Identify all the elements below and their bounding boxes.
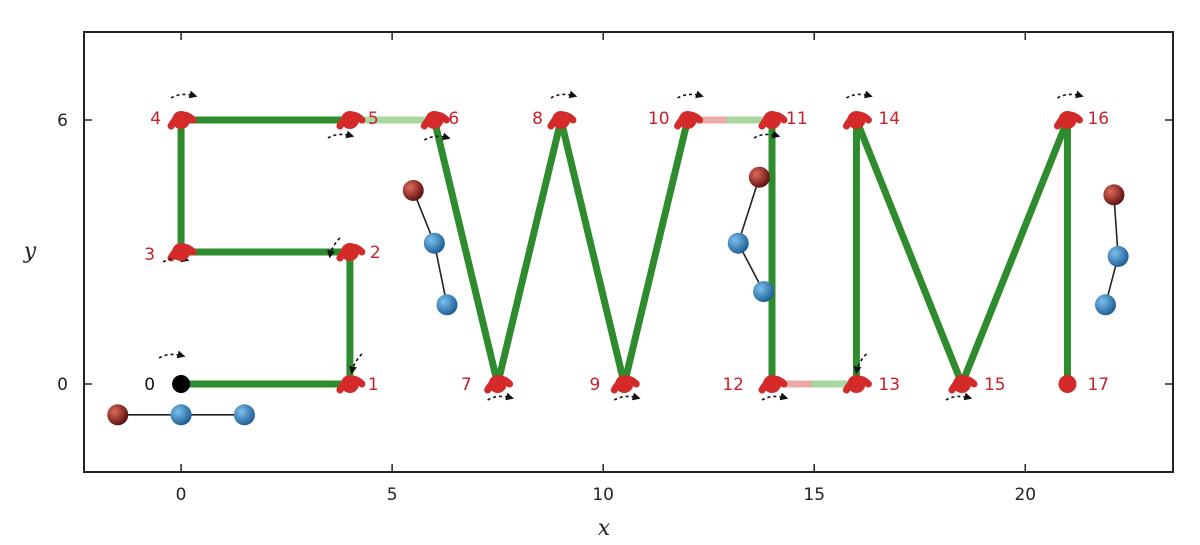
waypoints [172,111,1077,393]
waypoint [172,111,191,129]
y-tick-label: 0 [57,375,68,395]
waypoint-label: 1 [368,375,379,395]
trajectory-segment [620,116,692,388]
y-axis-title: y [23,239,37,264]
waypoint-label: 15 [984,375,1006,395]
plot-frame [83,31,1174,473]
waypoint [172,243,191,261]
waypoint-label: 4 [150,109,161,129]
x-tick-label: 0 [176,485,187,505]
waypoint-label: 9 [589,375,600,395]
waypoint [678,111,697,129]
x-tick-label: 5 [387,485,398,505]
swimmer-bead-red [107,404,129,426]
waypoint [551,111,570,129]
waypoint-label: 2 [370,243,381,263]
swimmer-icons [107,166,1129,426]
waypoint [763,111,782,129]
waypoint [1058,111,1077,129]
swimmer-bead-blue [170,404,192,426]
trajectory-segment [557,116,628,388]
trajectory-segment [430,116,502,388]
swimmer-bead-blue [753,281,775,303]
swimmer-icon [727,166,775,303]
waypoint-label: 5 [368,109,379,129]
waypoint-label: 14 [878,109,900,129]
rotation-arrow [1057,90,1084,99]
rotation-arrow [158,350,186,359]
waypoint [340,243,359,261]
trajectory-segment [852,116,966,388]
waypoint [847,375,866,393]
rotation-arrow [853,353,867,375]
waypoint [425,111,444,129]
waypoint-label: 13 [878,375,900,395]
rotation-arrow [327,237,341,259]
swimmer-bead-blue [233,404,255,426]
swimmer-link [737,176,761,244]
start-point [172,375,191,393]
waypoint [952,375,971,393]
trajectory-segment [494,116,565,388]
waypoint [340,111,359,129]
rotation-arrow [349,353,363,375]
swimmer-bead-blue [727,232,749,254]
swimmer-bead-blue [1094,294,1116,316]
rotation-arrow [846,90,873,99]
rotation-arrow [761,392,789,401]
swimmer-icon [107,404,255,426]
x-tick-label: 15 [803,485,825,505]
rotation-arrow [945,392,973,401]
swimmer-bead-blue [436,294,458,316]
waypoint [1058,375,1077,393]
trajectory-segments [177,116,1071,388]
y-tick-label: 6 [57,111,68,131]
waypoint [615,375,634,393]
rotation-arrow [613,392,641,401]
waypoint-label: 6 [448,109,459,129]
waypoint-label: 8 [532,109,543,129]
x-tick-label: 10 [592,485,614,505]
trajectory-segment [958,116,1071,388]
swimmer-bead-blue [423,232,445,254]
waypoint-label: 16 [1087,109,1109,129]
waypoint-label: 10 [648,109,670,129]
x-axis-title: x [598,516,611,541]
rotation-arrow [550,90,578,99]
swimmer-icon [402,179,458,316]
waypoint-label: 3 [144,245,155,265]
swimmer-icon [1094,184,1129,316]
swimmer-bead-red [1103,184,1125,206]
waypoint-label: 17 [1087,375,1109,395]
rotation-arrow [170,90,198,99]
waypoint [763,375,782,393]
rotation-arrow [423,132,451,141]
rotation-arrow [677,90,704,99]
rotation-arrow [753,130,781,139]
waypoint-label: 11 [786,109,808,129]
swimmer-bead-blue [1107,245,1129,267]
rotation-arrow [162,254,190,263]
x-tick-label: 20 [1014,485,1036,505]
waypoint [847,111,866,129]
waypoint [340,375,359,393]
waypoint-label: 0 [144,375,155,395]
swimmer-bead-red [748,166,770,188]
waypoint [488,375,507,393]
waypoint-label: 7 [461,375,472,395]
rotation-arrows [158,90,1084,401]
swimmer-bead-red [402,179,424,201]
rotation-arrow [487,392,514,401]
rotation-arrow [327,130,355,139]
waypoint-label: 12 [722,375,744,395]
